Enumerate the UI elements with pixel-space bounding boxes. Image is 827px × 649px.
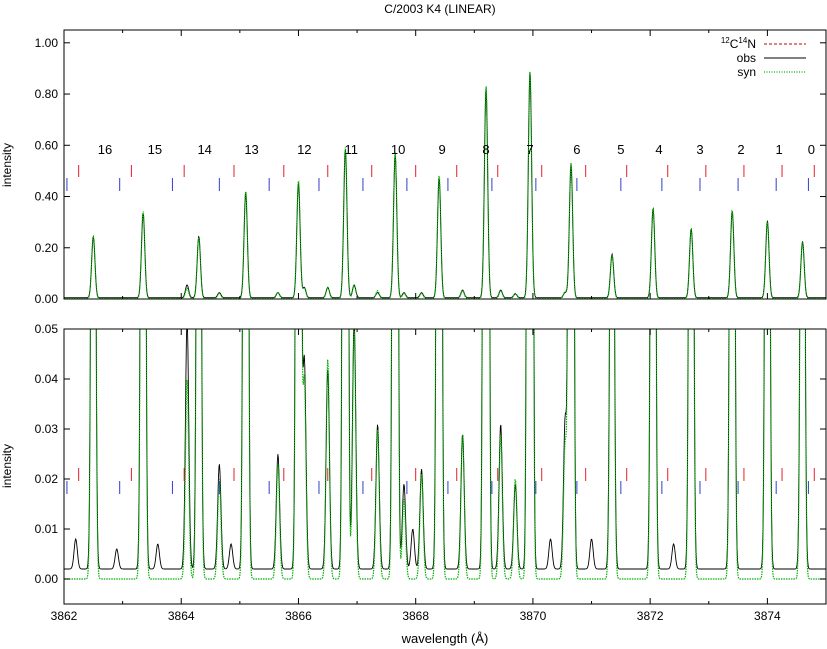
bottom-y-tick-label: 0.02 bbox=[35, 472, 59, 486]
line-number-label: 4 bbox=[655, 142, 662, 157]
legend-entry-obs: obs bbox=[737, 51, 806, 65]
legend-label-12c14n: 12C14N bbox=[721, 36, 756, 51]
bottom-x-tick-label: 3866 bbox=[285, 609, 312, 623]
top-series-syn bbox=[64, 71, 826, 299]
line-number-label: 11 bbox=[344, 142, 358, 157]
line-number-label: 8 bbox=[482, 142, 489, 157]
chart-title: C/2003 K4 (LINEAR) bbox=[384, 2, 495, 16]
bottom-y-tick-label: 0.03 bbox=[35, 422, 59, 436]
top-plot-frame bbox=[63, 29, 827, 300]
top-panel: 16 15 14 13 12 11 10 9 8 7 6 5 4 3 2 1 0 0.000.200.400.6… bbox=[0, 29, 827, 306]
line-number-label: 7 bbox=[526, 142, 533, 157]
bottom-series-syn bbox=[64, 329, 826, 580]
line-number-label: 0 bbox=[808, 142, 815, 157]
x-axis-label: wavelength (Å) bbox=[401, 631, 489, 646]
top-ylabel: intensity bbox=[0, 143, 14, 187]
top-y-tick-label: 0.60 bbox=[35, 138, 59, 152]
line-number-labels: 16 15 14 13 12 11 10 9 8 7 6 5 4 3 2 1 0 bbox=[98, 142, 815, 157]
top-axes: 0.00 0.20 0.40 0.60 0.80 1.00 bbox=[35, 30, 826, 306]
legend-entry-12c14n: 12C14N bbox=[721, 36, 806, 51]
bottom-x-tick-label: 3872 bbox=[637, 609, 664, 623]
top-y-tick-label: 1.00 bbox=[35, 36, 59, 50]
legend: 12C14N obs syn bbox=[721, 36, 806, 79]
bottom-panel: 3862 3864 3866 3868 3870 3872 3874 0.00 0.01 0.02… bbox=[0, 322, 827, 646]
line-number-label: 12 bbox=[297, 142, 311, 157]
bottom-x-tick-label: 3868 bbox=[402, 609, 429, 623]
legend-label-obs: obs bbox=[737, 51, 756, 65]
line-number-label: 3 bbox=[696, 142, 703, 157]
legend-entry-syn: syn bbox=[737, 65, 806, 79]
line-number-label: 6 bbox=[573, 142, 580, 157]
bottom-x-tick-label: 3874 bbox=[754, 609, 781, 623]
line-number-label: 14 bbox=[197, 142, 211, 157]
bottom-ylabel: intensity bbox=[0, 444, 14, 488]
line-number-label: 10 bbox=[391, 142, 405, 157]
bottom-y-tick-label: 0.04 bbox=[35, 372, 59, 386]
bottom-y-tick-label: 0.00 bbox=[35, 572, 59, 586]
bottom-series-obs bbox=[64, 329, 826, 570]
top-y-tick-label: 0.80 bbox=[35, 87, 59, 101]
bottom-x-tick-label: 3864 bbox=[168, 609, 195, 623]
bottom-x-tick-label: 3870 bbox=[520, 609, 547, 623]
bottom-axes: 3862 3864 3866 3868 3870 3872 3874 0.00 0.01 0.02… bbox=[35, 322, 826, 623]
line-number-label: 16 bbox=[98, 142, 112, 157]
legend-label-syn: syn bbox=[737, 65, 756, 79]
bottom-y-tick-label: 0.01 bbox=[35, 522, 59, 536]
line-number-label: 9 bbox=[438, 142, 445, 157]
line-number-label: 15 bbox=[148, 142, 162, 157]
bottom-x-tick-label: 3862 bbox=[51, 609, 78, 623]
line-number-label: 1 bbox=[775, 142, 782, 157]
bottom-plot-frame bbox=[63, 328, 827, 605]
top-y-tick-label: 0.20 bbox=[35, 241, 59, 255]
top-markers bbox=[66, 165, 815, 191]
top-series-obs bbox=[64, 73, 826, 299]
line-number-label: 13 bbox=[244, 142, 258, 157]
top-y-tick-label: 0.40 bbox=[35, 190, 59, 204]
top-y-tick-label: 0.00 bbox=[35, 292, 59, 306]
bottom-markers bbox=[66, 468, 815, 494]
bottom-curves bbox=[64, 329, 826, 580]
line-number-label: 5 bbox=[617, 142, 624, 157]
line-number-label: 2 bbox=[737, 142, 744, 157]
bottom-y-tick-label: 0.05 bbox=[35, 322, 59, 336]
top-curves bbox=[64, 71, 826, 299]
